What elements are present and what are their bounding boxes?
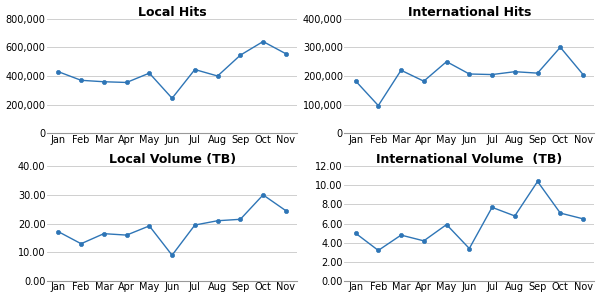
Title: Local Volume (TB): Local Volume (TB) <box>109 153 236 166</box>
Title: International Volume  (TB): International Volume (TB) <box>376 153 562 166</box>
Title: International Hits: International Hits <box>407 6 531 18</box>
Title: Local Hits: Local Hits <box>138 6 206 18</box>
